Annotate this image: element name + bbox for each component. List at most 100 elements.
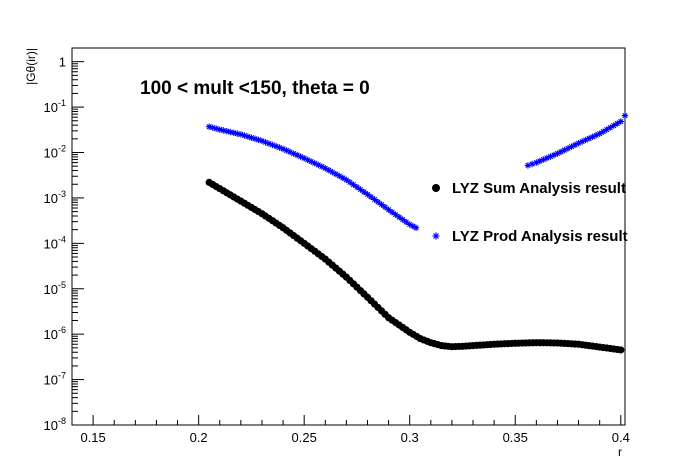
data-point: [244, 133, 252, 140]
series-1: [205, 178, 625, 354]
legend-marker: [432, 184, 440, 192]
data-point: [392, 211, 399, 218]
y-axis-label: |Gθ(ir)|: [24, 48, 38, 85]
data-point: [353, 183, 361, 191]
data-point: [550, 151, 558, 159]
plot-frame: [71, 47, 626, 426]
data-point: [528, 160, 536, 168]
data-point: [571, 141, 579, 149]
data-point: [357, 186, 364, 193]
data-point: [227, 128, 234, 136]
data-point: [582, 136, 589, 144]
data-point: [205, 123, 213, 130]
legend-label: LYZ Prod Analysis result: [452, 228, 628, 245]
legend: LYZ Sum Analysis result LYZ Prod Analysis…: [432, 180, 628, 245]
data-point: [325, 166, 332, 174]
x-tick-label: 0.15: [80, 430, 105, 445]
y-tick-label: 10-8: [44, 416, 66, 433]
series-layer: [205, 112, 629, 354]
y-tick-label: 10-7: [44, 371, 66, 388]
data-point: [258, 137, 266, 145]
data-point: [575, 140, 582, 147]
data-point: [262, 139, 269, 146]
data-point: [364, 191, 371, 198]
data-point: [371, 196, 378, 203]
data-point: [293, 151, 301, 159]
data-point: [385, 206, 392, 213]
data-point: [279, 145, 287, 153]
data-point: [297, 153, 304, 160]
data-point: [216, 126, 223, 133]
data-point: [367, 193, 375, 201]
data-point: [578, 138, 586, 145]
data-point: [311, 160, 318, 167]
y-tick-label: 10-6: [44, 325, 66, 342]
data-point: [607, 124, 614, 131]
data-point: [374, 198, 382, 206]
y-tick-label: 10-4: [44, 234, 66, 251]
x-tick-label: 0.2: [190, 430, 208, 445]
data-point: [241, 132, 248, 139]
x-axis-label: r: [618, 445, 622, 459]
data-point: [395, 213, 403, 221]
data-point: [402, 218, 410, 226]
x-tick-label: 0.3: [401, 430, 419, 445]
data-point: [543, 154, 551, 162]
data-point: [409, 222, 417, 230]
data-point: [304, 156, 311, 164]
data-point: [251, 135, 259, 142]
data-point: [272, 143, 280, 150]
data-point: [378, 201, 385, 208]
data-point: [322, 165, 329, 172]
data-point: [283, 147, 290, 154]
data-point: [589, 133, 596, 141]
data-point: [557, 148, 565, 156]
data-point: [540, 156, 547, 163]
data-point: [554, 150, 561, 157]
data-point: [300, 154, 308, 162]
data-point: [237, 131, 245, 138]
y-tick-label: 10-2: [44, 144, 66, 161]
y-tick-label: 1: [59, 55, 66, 70]
data-point: [269, 141, 276, 149]
x-tick-label: 0.35: [503, 430, 528, 445]
data-point: [343, 176, 350, 184]
chart-title: 100 < mult <150, theta = 0: [140, 78, 370, 99]
data-point: [399, 216, 406, 223]
data-point: [336, 172, 343, 180]
y-tick-label: 10-1: [44, 98, 66, 115]
data-point: [286, 148, 294, 156]
x-tick-label: 0.4: [612, 430, 630, 445]
data-point: [332, 170, 340, 178]
data-point: [621, 112, 629, 119]
data-point: [346, 179, 354, 186]
legend-marker: [432, 232, 440, 240]
data-point: [248, 134, 255, 141]
data-point: [329, 168, 336, 176]
data-point: [547, 153, 554, 160]
data-point: [617, 346, 625, 354]
data-point: [561, 146, 568, 154]
data-point: [524, 162, 532, 169]
data-point: [213, 125, 220, 132]
data-point: [536, 157, 544, 165]
data-point: [585, 135, 593, 142]
data-point: [388, 208, 396, 216]
data-point: [592, 132, 600, 139]
data-point: [406, 221, 413, 228]
data-point: [350, 181, 357, 188]
x-axis: 0.15 0.2 0.25 0.3 0.35 0.4: [71, 415, 630, 445]
data-point: [234, 130, 241, 137]
series-2: [205, 112, 629, 231]
data-point: [603, 126, 610, 133]
data-point: [412, 224, 420, 231]
data-point: [276, 144, 283, 151]
data-point: [610, 122, 617, 129]
data-point: [617, 118, 624, 125]
data-point: [230, 129, 238, 137]
data-point: [315, 161, 322, 169]
x-tick-label: 0.25: [292, 430, 317, 445]
data-point: [223, 127, 230, 135]
data-point: [568, 143, 575, 150]
